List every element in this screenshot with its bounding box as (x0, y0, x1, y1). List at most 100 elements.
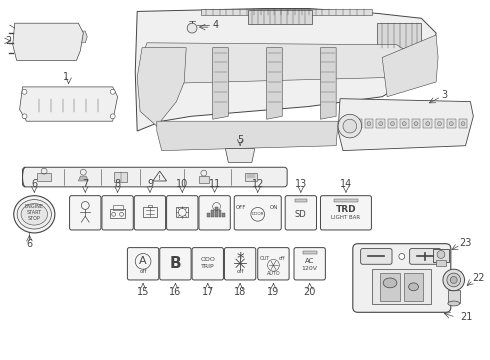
Text: 5: 5 (237, 135, 243, 145)
Text: off: off (139, 269, 147, 274)
Circle shape (379, 122, 383, 126)
FancyBboxPatch shape (285, 196, 317, 230)
FancyBboxPatch shape (410, 249, 441, 264)
Ellipse shape (409, 283, 418, 291)
Text: 3: 3 (441, 90, 447, 100)
FancyBboxPatch shape (294, 248, 325, 280)
Text: OFF: OFF (236, 205, 246, 210)
Text: ODO: ODO (200, 257, 215, 262)
Bar (353, 119, 362, 128)
Ellipse shape (447, 273, 461, 287)
Bar (38, 31, 45, 41)
Ellipse shape (448, 301, 460, 306)
FancyBboxPatch shape (224, 248, 256, 280)
Bar (380, 273, 400, 301)
Text: 4: 4 (213, 20, 219, 30)
Text: 9: 9 (147, 179, 153, 189)
Text: SD: SD (295, 210, 307, 219)
Text: DOOR: DOOR (251, 212, 264, 216)
Bar (372, 269, 431, 305)
Circle shape (338, 114, 362, 138)
Circle shape (414, 122, 418, 126)
Polygon shape (338, 99, 473, 150)
Circle shape (22, 89, 27, 94)
Bar (447, 119, 456, 128)
Text: AUTO: AUTO (267, 271, 280, 276)
Circle shape (426, 122, 430, 126)
FancyBboxPatch shape (258, 248, 289, 280)
Text: 2: 2 (5, 36, 11, 46)
Bar (56, 31, 63, 41)
FancyBboxPatch shape (167, 196, 198, 230)
Polygon shape (20, 87, 118, 121)
Bar (433, 249, 449, 262)
FancyBboxPatch shape (102, 196, 133, 230)
Bar (207, 213, 210, 217)
Bar (448, 290, 460, 303)
Text: TRIP: TRIP (201, 264, 215, 269)
Circle shape (438, 122, 441, 126)
Bar (377, 23, 421, 48)
Circle shape (449, 122, 453, 126)
Bar (37, 173, 51, 181)
Bar (29, 45, 35, 53)
Polygon shape (382, 35, 438, 97)
Bar (459, 119, 467, 128)
Bar (303, 251, 317, 255)
Text: OUT: OUT (260, 256, 270, 261)
Bar (248, 10, 312, 24)
Bar (222, 213, 225, 217)
Polygon shape (320, 48, 336, 119)
Polygon shape (78, 176, 88, 181)
Ellipse shape (17, 199, 51, 229)
Text: ENGINE
START
STOP: ENGINE START STOP (25, 204, 44, 221)
Bar (388, 119, 397, 128)
Circle shape (110, 89, 115, 94)
Text: 21: 21 (461, 312, 473, 322)
Text: 15: 15 (137, 287, 149, 297)
Bar (65, 31, 72, 41)
Bar (201, 9, 372, 15)
Bar (245, 173, 257, 181)
Text: ON: ON (270, 205, 279, 210)
Bar (29, 31, 36, 41)
Bar (423, 119, 432, 128)
Bar (113, 206, 122, 210)
Text: TRD: TRD (336, 205, 356, 214)
Text: A: A (139, 256, 147, 266)
Bar (404, 273, 423, 301)
Bar (56, 45, 62, 53)
Text: *: * (236, 252, 244, 267)
FancyBboxPatch shape (234, 196, 281, 230)
Polygon shape (137, 48, 186, 126)
Bar (436, 260, 446, 266)
Text: !: ! (158, 175, 161, 181)
Text: 12: 12 (251, 179, 264, 189)
Bar (21, 31, 27, 41)
Bar (176, 207, 188, 217)
Ellipse shape (14, 196, 55, 233)
Polygon shape (135, 9, 436, 131)
Text: 6: 6 (31, 179, 37, 189)
Bar (435, 119, 444, 128)
Polygon shape (13, 23, 83, 60)
Text: off: off (236, 269, 244, 274)
Bar (47, 31, 54, 41)
FancyBboxPatch shape (134, 196, 166, 230)
FancyBboxPatch shape (361, 249, 392, 264)
Text: 10: 10 (176, 179, 189, 189)
Text: 18: 18 (234, 287, 246, 297)
Bar (219, 210, 221, 217)
Ellipse shape (443, 269, 465, 291)
Text: 20: 20 (303, 287, 316, 297)
Text: 7: 7 (82, 179, 88, 189)
Text: 19: 19 (268, 287, 280, 297)
Bar (114, 172, 127, 182)
Text: 1: 1 (63, 72, 69, 82)
Circle shape (110, 114, 115, 119)
Circle shape (399, 253, 405, 259)
Polygon shape (157, 121, 338, 150)
Text: AC: AC (305, 258, 315, 264)
Text: 14: 14 (340, 179, 352, 189)
Circle shape (22, 114, 27, 119)
